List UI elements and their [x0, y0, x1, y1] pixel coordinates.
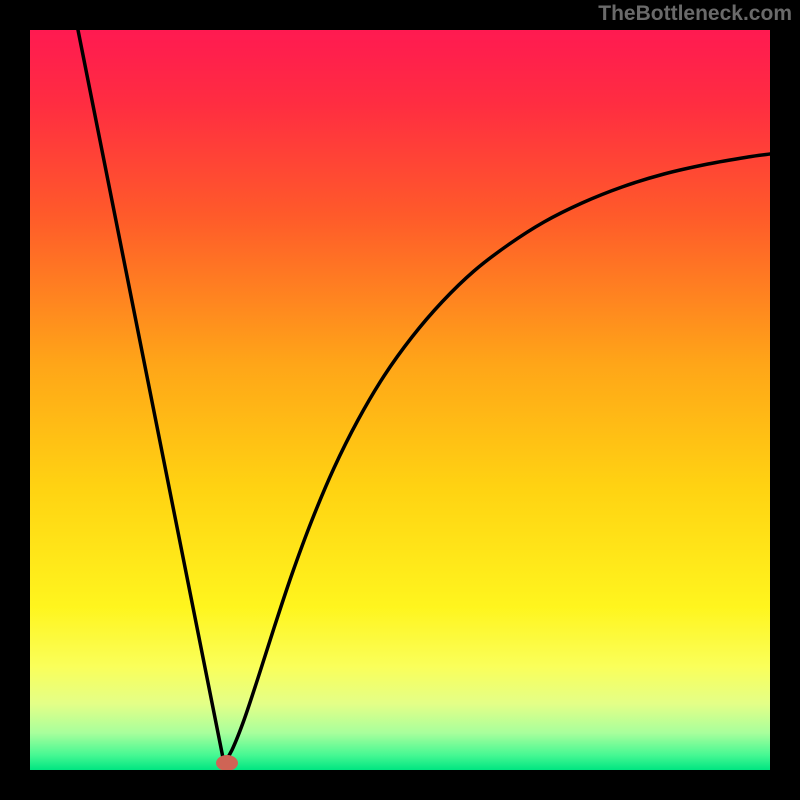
watermark-text: TheBottleneck.com [598, 2, 792, 26]
gradient-background [30, 30, 770, 770]
plot-area [30, 30, 770, 770]
plot-svg [30, 30, 770, 770]
chart-container: TheBottleneck.com [0, 0, 800, 800]
